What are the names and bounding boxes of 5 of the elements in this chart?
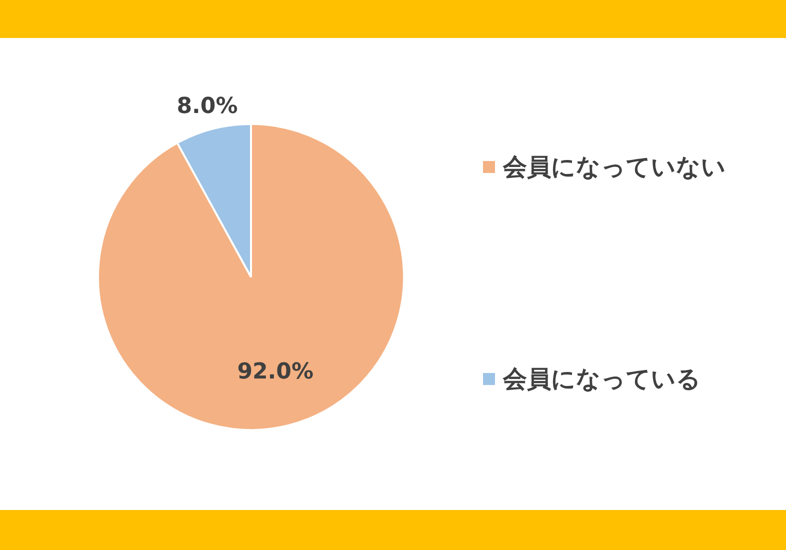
pie-slice: [97, 123, 405, 431]
legend-label: 会員になっている: [503, 364, 701, 395]
data-label: 92.0%: [237, 359, 314, 384]
legend-label: 会員になっていない: [503, 152, 726, 183]
data-label: 8.0%: [176, 94, 238, 120]
